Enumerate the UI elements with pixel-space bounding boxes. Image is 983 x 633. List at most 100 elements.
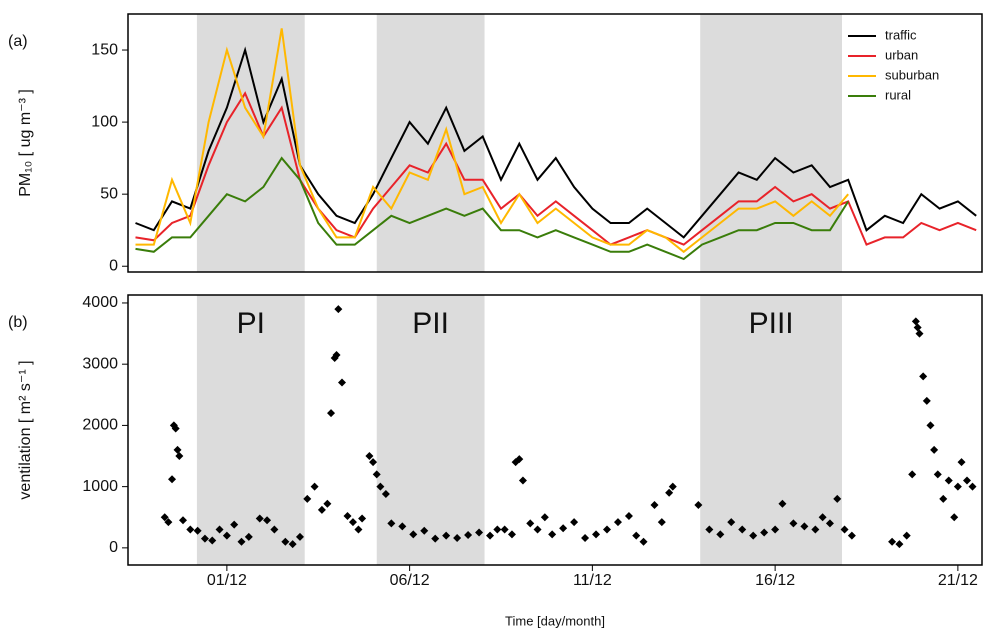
scatter-point bbox=[570, 518, 579, 527]
scatter-point bbox=[230, 520, 239, 529]
scatter-point bbox=[398, 522, 407, 531]
scatter-point bbox=[778, 499, 787, 508]
scatter-point bbox=[317, 505, 326, 514]
scatter-point bbox=[581, 534, 590, 543]
x-tick-label: 01/12 bbox=[207, 572, 247, 589]
period-label: PI bbox=[237, 307, 265, 340]
scatter-point bbox=[171, 424, 180, 433]
period-shade bbox=[196, 295, 305, 565]
panel-label: (b) bbox=[8, 314, 28, 331]
x-tick-label: 21/12 bbox=[938, 572, 978, 589]
scatter-point bbox=[533, 525, 542, 534]
scatter-point bbox=[160, 513, 169, 522]
y-tick-label: 0 bbox=[109, 539, 118, 556]
x-tick-label: 16/12 bbox=[755, 572, 795, 589]
scatter-point bbox=[208, 536, 217, 545]
scatter-point bbox=[365, 452, 374, 461]
legend-label: urban bbox=[885, 47, 918, 62]
scatter-point bbox=[263, 516, 272, 525]
scatter-point bbox=[825, 519, 834, 528]
scatter-point bbox=[310, 482, 319, 491]
scatter-point bbox=[939, 494, 948, 503]
plot-frame bbox=[127, 294, 983, 566]
scatter-point bbox=[327, 409, 336, 418]
scatter-point bbox=[244, 532, 253, 541]
scatter-point bbox=[387, 519, 396, 528]
scatter-point bbox=[372, 470, 381, 479]
period-shade bbox=[700, 295, 843, 565]
y-tick-label: 4000 bbox=[82, 294, 118, 311]
scatter-point bbox=[771, 525, 780, 534]
scatter-point bbox=[915, 329, 924, 338]
scatter-point bbox=[895, 540, 904, 549]
scatter-point bbox=[840, 525, 849, 534]
scatter-point bbox=[376, 482, 385, 491]
scatter-point bbox=[475, 528, 484, 537]
x-tick-label: 06/12 bbox=[390, 572, 430, 589]
scatter-point bbox=[613, 518, 622, 527]
scatter-point bbox=[665, 488, 674, 497]
scatter-point bbox=[358, 514, 367, 523]
scatter-point bbox=[288, 540, 297, 549]
scatter-point bbox=[694, 501, 703, 509]
scatter-point bbox=[749, 531, 758, 540]
scatter-point bbox=[173, 445, 182, 454]
scatter-point bbox=[930, 445, 939, 454]
scatter-point bbox=[847, 531, 856, 540]
scatter-point bbox=[888, 537, 897, 546]
x-axis-label: Time [day/month] bbox=[505, 613, 605, 628]
scatter-point bbox=[179, 516, 188, 525]
y-axis-label: PM₁₀ [ ug m⁻³ ] bbox=[17, 89, 34, 197]
y-tick-label: 150 bbox=[91, 41, 118, 58]
scatter-point bbox=[957, 458, 966, 467]
scatter-point bbox=[334, 305, 343, 314]
scatter-point bbox=[420, 526, 429, 535]
scatter-point bbox=[944, 476, 953, 485]
scatter-point bbox=[926, 421, 935, 430]
scatter-point bbox=[540, 513, 549, 522]
scatter-point bbox=[186, 525, 195, 534]
scatter-point bbox=[295, 532, 304, 541]
scatter-point bbox=[518, 476, 527, 485]
y-tick-label: 100 bbox=[91, 113, 118, 130]
scatter-point bbox=[493, 525, 502, 534]
scatter-point bbox=[168, 475, 177, 484]
line-series bbox=[135, 28, 849, 254]
scatter-point bbox=[255, 514, 264, 523]
period-shade bbox=[700, 14, 843, 272]
scatter-point bbox=[738, 525, 747, 534]
scatter-point bbox=[381, 489, 390, 498]
scatter-point bbox=[548, 530, 557, 539]
scatter-point bbox=[486, 531, 495, 540]
scatter-point bbox=[343, 512, 352, 521]
scatter-point bbox=[668, 482, 677, 491]
x-tick-label: 11/12 bbox=[573, 572, 612, 589]
scatter-point bbox=[369, 458, 378, 467]
scatter-point bbox=[919, 372, 928, 381]
scatter-point bbox=[193, 526, 202, 535]
y-tick-label: 3000 bbox=[82, 355, 118, 372]
scatter-point bbox=[464, 531, 473, 539]
scatter-point bbox=[968, 482, 977, 491]
scatter-point bbox=[800, 522, 809, 531]
scatter-point bbox=[500, 525, 509, 534]
scatter-point bbox=[215, 525, 224, 534]
scatter-point bbox=[592, 530, 601, 539]
line-series bbox=[135, 91, 977, 246]
scatter-point bbox=[200, 534, 209, 543]
scatter-point bbox=[354, 525, 363, 534]
scatter-point bbox=[338, 378, 347, 387]
y-tick-label: 50 bbox=[100, 185, 118, 202]
scatter-point bbox=[453, 534, 462, 543]
scatter-point bbox=[639, 537, 648, 546]
scatter-point bbox=[953, 482, 962, 491]
scatter-point bbox=[559, 524, 568, 533]
scatter-point bbox=[175, 452, 184, 461]
scatter-point bbox=[922, 396, 931, 405]
scatter-point bbox=[705, 525, 714, 534]
scatter-point bbox=[818, 513, 827, 522]
scatter-point bbox=[332, 351, 341, 359]
scatter-point bbox=[911, 317, 920, 326]
period-label: PII bbox=[412, 307, 449, 340]
